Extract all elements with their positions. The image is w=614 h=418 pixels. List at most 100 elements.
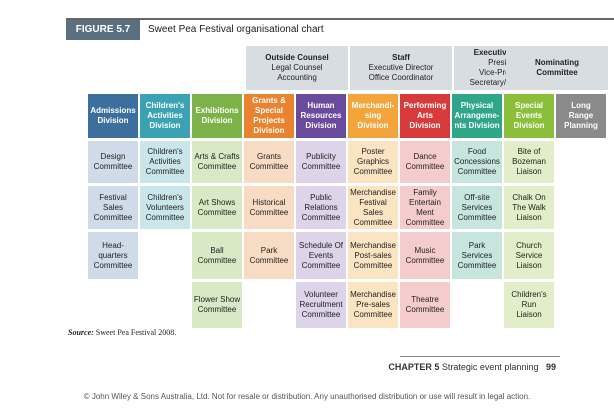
- division-header-label: Children's Activities Division: [145, 101, 185, 130]
- committee-box-label: Ball Committee: [197, 245, 237, 265]
- division-header: Human Resources Division: [296, 94, 346, 138]
- committee-box-label: Historical Committee: [249, 197, 289, 217]
- footer-rule: [400, 356, 560, 357]
- division-header: Grants & Special Projects Division: [244, 94, 294, 138]
- committee-box: Volunteer Recruitment Committee: [296, 282, 346, 328]
- division-header-label: Merchandi- sing Division: [351, 101, 395, 130]
- division-header: Long Range Planning: [556, 94, 606, 138]
- committee-box-label: Arts & Crafts Committee: [194, 152, 240, 171]
- committee-box: Bite of Bozeman Liaison: [504, 141, 554, 183]
- committee-box-label: Theatre Committee: [405, 295, 445, 314]
- committee-box: Family Entertain Ment Committee: [400, 186, 450, 229]
- division-header-label: Human Resources Division: [300, 101, 342, 130]
- division-header: Admissions Division: [88, 94, 138, 138]
- chapter-number: CHAPTER 5: [388, 362, 440, 372]
- division-header-label: Performing Arts Division: [403, 101, 447, 130]
- figure-header-rule: [66, 18, 614, 42]
- committee-box-label: Music Committee: [405, 245, 445, 265]
- committee-box: Merchandise Post-sales Committee: [348, 232, 398, 279]
- division-header: Merchandi- sing Division: [348, 94, 398, 138]
- division-header: Children's Activities Division: [140, 94, 190, 138]
- figure-label: FIGURE 5.7: [66, 20, 140, 40]
- committee-box-label: Merchandise Pre-sales Committee: [350, 290, 396, 319]
- governance-members: President Vice-President Secretary/Treas…: [469, 58, 541, 87]
- governance-box: Nominating Committee: [506, 46, 608, 90]
- committee-box: Art Shows Committee: [192, 186, 242, 229]
- division-header-label: Grants & Special Projects Division: [252, 96, 286, 135]
- division-header-label: Admissions Division: [90, 106, 136, 125]
- committee-box-label: Park Committee: [249, 245, 289, 265]
- committee-box-label: Design Committee: [93, 152, 133, 171]
- governance-members: Executive Director Office Coordinator: [368, 63, 434, 82]
- committee-box-label: Food Concessions Committee: [454, 147, 500, 176]
- committee-box: Flower Show Committee: [192, 282, 242, 328]
- committee-box-label: Merchandise Post-sales Committee: [350, 240, 396, 270]
- committee-box: Public Relations Committee: [296, 186, 346, 229]
- governance-title: Nominating Committee: [535, 58, 579, 77]
- committee-box-label: Flower Show Committee: [193, 295, 241, 314]
- committee-box-label: Grants Committee: [249, 152, 289, 171]
- figure-title: Sweet Pea Festival organisational chart: [148, 24, 324, 35]
- chapter-footer: CHAPTER 5 Strategic event planning 99: [330, 362, 556, 372]
- division-header-label: Exhibitions Division: [195, 106, 239, 125]
- committee-box: Historical Committee: [244, 186, 294, 229]
- committee-box-label: Volunteer Recruitment Committee: [299, 290, 343, 319]
- governance-title: Staff: [392, 53, 410, 62]
- committee-box-label: Park Services Committee: [457, 240, 497, 270]
- division-header: Performing Arts Division: [400, 94, 450, 138]
- committee-box-label: Chalk On The Walk Liaison: [512, 192, 546, 222]
- source-note: Source: Sweet Pea Festival 2008.: [68, 328, 176, 337]
- committee-box: Dance Committee: [400, 141, 450, 183]
- division-header: Exhibitions Division: [192, 94, 242, 138]
- committee-box-label: Head- quarters Committee: [93, 240, 133, 270]
- committee-box: Grants Committee: [244, 141, 294, 183]
- governance-members: Legal Counsel Accounting: [271, 63, 323, 82]
- committee-box: Food Concessions Committee: [452, 141, 502, 183]
- committee-box: Head- quarters Committee: [88, 232, 138, 279]
- committee-box: Festival Sales Committee: [88, 186, 138, 229]
- committee-box-label: Children's Activities Committee: [145, 147, 185, 176]
- committee-box: Arts & Crafts Committee: [192, 141, 242, 183]
- division-header-label: Physical Arrangeme- nts Division: [454, 101, 500, 130]
- division-header-label: Special Events Division: [513, 101, 545, 130]
- governance-title: Outside Counsel: [265, 53, 329, 62]
- committee-box: Theatre Committee: [400, 282, 450, 328]
- committee-box: Design Committee: [88, 141, 138, 183]
- division-header: Special Events Division: [504, 94, 554, 138]
- committee-box-label: Church Service Liaison: [515, 240, 543, 270]
- division-header-label: Long Range Planning: [564, 101, 598, 130]
- committee-box-label: Festival Sales Committee: [93, 192, 133, 222]
- governance-box: Outside Counsel Legal Counsel Accounting: [246, 46, 348, 90]
- committee-box: Music Committee: [400, 232, 450, 279]
- committee-box: Church Service Liaison: [504, 232, 554, 279]
- committee-box: Merchandise Festival Sales Committee: [348, 186, 398, 229]
- division-header: Physical Arrangeme- nts Division: [452, 94, 502, 138]
- committee-box-label: Off-site Services Committee: [457, 192, 497, 222]
- committee-box: Children's Run Liaison: [504, 282, 554, 328]
- committee-box: Children's Activities Committee: [140, 141, 190, 183]
- committee-box-label: Publicity Committee: [301, 152, 341, 171]
- committee-box-label: Art Shows Committee: [197, 197, 237, 217]
- source-label: Source:: [68, 328, 94, 337]
- committee-box: Schedule Of Events Committee: [296, 232, 346, 279]
- committee-box: Poster Graphics Committee: [348, 141, 398, 183]
- committee-box: Chalk On The Walk Liaison: [504, 186, 554, 229]
- committee-box: Ball Committee: [192, 232, 242, 279]
- committee-box: Park Committee: [244, 232, 294, 279]
- committee-box: Publicity Committee: [296, 141, 346, 183]
- chapter-title: Strategic event planning: [441, 362, 539, 372]
- committee-box-label: Children's Volunteers Committee: [145, 192, 185, 222]
- copyright-notice: © John Wiley & Sons Australia, Ltd. Not …: [83, 392, 531, 401]
- governance-box: Staff Executive Director Office Coordinat…: [350, 46, 452, 90]
- committee-box-label: Schedule Of Events Committee: [298, 240, 344, 270]
- committee-box-label: Public Relations Committee: [301, 192, 341, 222]
- page-number: 99: [545, 362, 556, 372]
- committee-box-label: Children's Run Liaison: [511, 290, 547, 319]
- committee-box-label: Poster Graphics Committee: [353, 147, 393, 176]
- committee-box-label: Bite of Bozeman Liaison: [512, 147, 546, 176]
- committee-box-label: Dance Committee: [405, 152, 445, 171]
- committee-box: Off-site Services Committee: [452, 186, 502, 229]
- committee-box: Merchandise Pre-sales Committee: [348, 282, 398, 328]
- source-text: Sweet Pea Festival 2008.: [95, 328, 177, 337]
- committee-box-label: Family Entertain Ment Committee: [405, 187, 445, 227]
